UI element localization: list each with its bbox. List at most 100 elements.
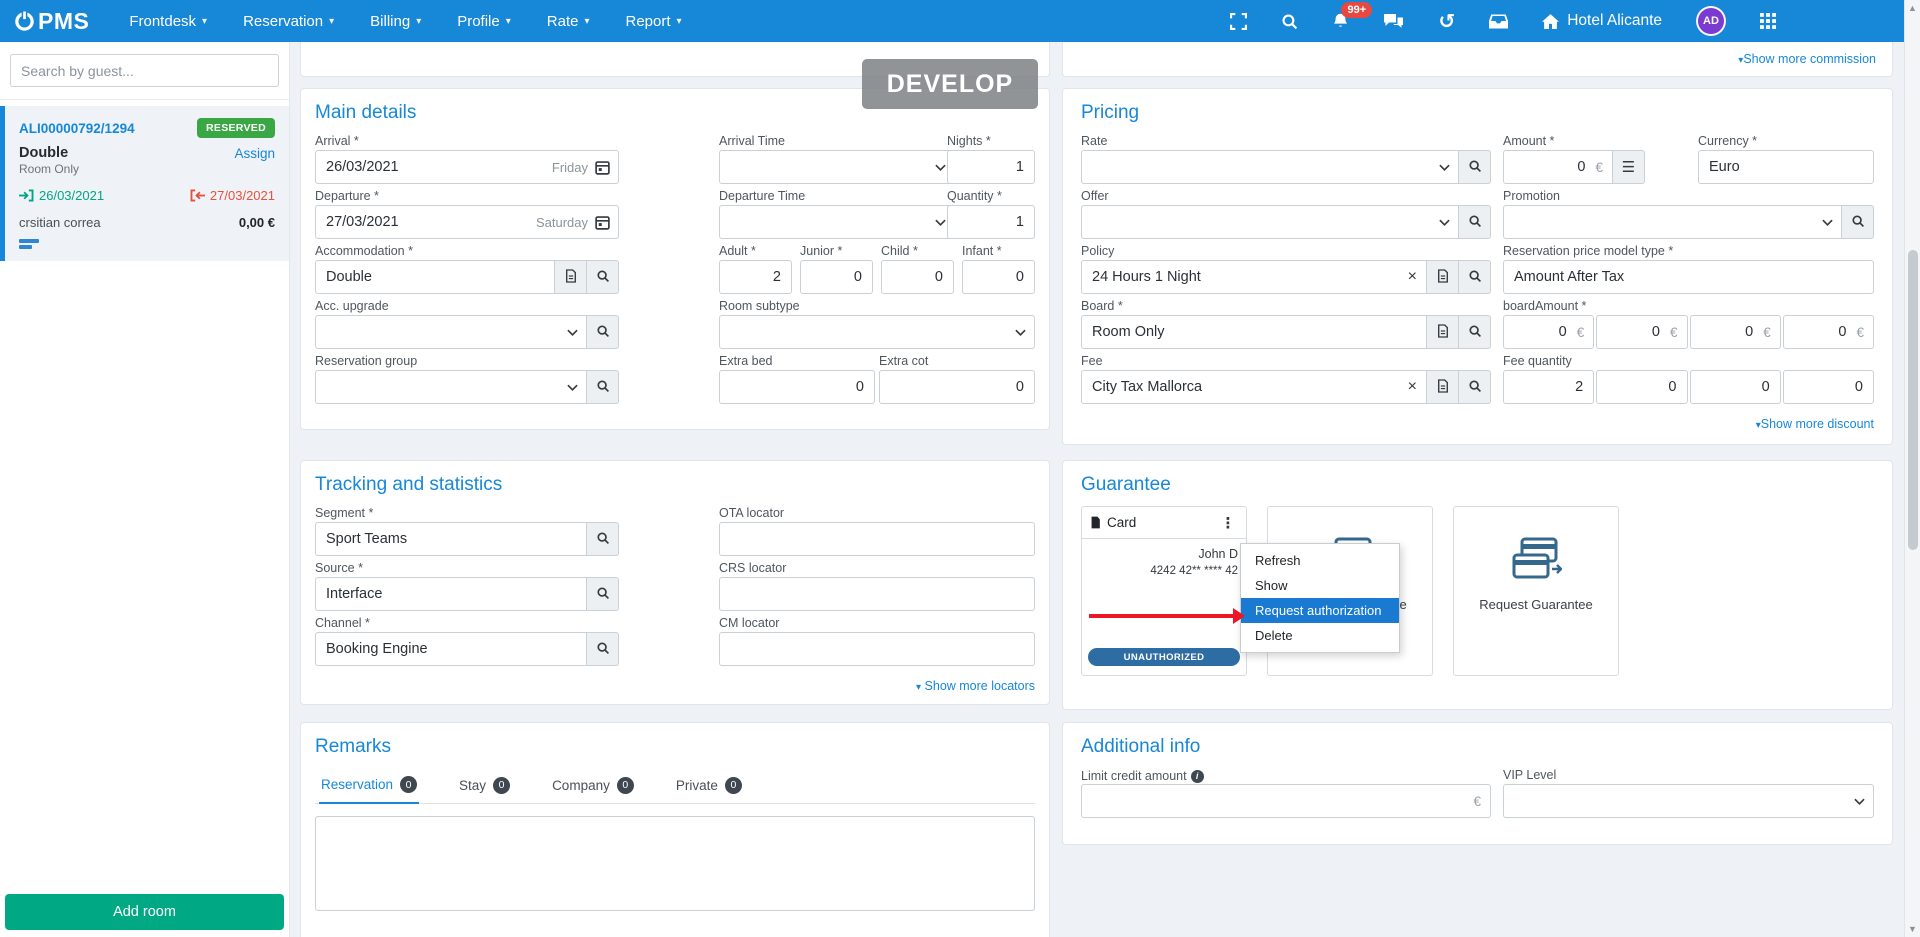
scroll-up-arrow-icon[interactable]: ▲ [1908,3,1917,13]
menu-frontdesk[interactable]: Frontdesk ▾ [129,12,208,30]
vip-level-select[interactable] [1503,784,1874,818]
amount-input[interactable]: 0 € [1503,150,1613,184]
calendar-icon[interactable] [595,215,618,230]
guest-search-input[interactable] [10,54,279,87]
fee-input[interactable]: City Tax Mallorca × [1081,370,1427,404]
source-input[interactable]: Interface [315,577,587,611]
notifications-bell-icon[interactable]: 99+ [1332,2,1373,30]
child-input[interactable]: 0 [881,260,954,294]
extra-bed-input[interactable]: 0 [719,370,875,404]
room-subtype-select[interactable] [719,315,1035,349]
reservation-id-link[interactable]: ALI00000792/1294 [19,120,135,136]
fullscreen-icon[interactable] [1230,12,1248,30]
offer-select[interactable] [1081,205,1459,239]
fee-details-button[interactable] [1427,370,1459,404]
fee-quantity-input-4[interactable]: 0 [1782,370,1874,404]
accommodation-input[interactable]: Double [315,260,555,294]
acc-upgrade-select[interactable] [315,315,587,349]
board-details-button[interactable] [1427,315,1459,349]
show-more-locators-link[interactable]: ▾ Show more locators [916,679,1035,693]
crs-locator-input[interactable] [719,577,1035,611]
board-amount-input-4[interactable]: 0 € [1782,315,1874,349]
policy-search-button[interactable] [1459,260,1491,294]
calendar-icon[interactable] [595,160,618,175]
nights-input[interactable]: 1 [947,150,1035,184]
arrival-date-input[interactable]: 26/03/2021 Friday [315,150,619,184]
window-scrollbar[interactable]: ▲ ▼ [1904,0,1920,937]
menu-item-show[interactable]: Show [1255,578,1288,593]
currency-input[interactable]: Euro [1698,150,1874,184]
apps-grid-icon[interactable] [1760,13,1776,29]
menu-item-refresh[interactable]: Refresh [1255,553,1301,568]
price-model-input[interactable]: Amount After Tax [1503,260,1874,294]
limit-credit-input[interactable]: € [1081,784,1491,818]
scroll-down-arrow-icon[interactable]: ▼ [1908,924,1917,934]
inbox-tray-icon[interactable] [1489,14,1509,29]
amount-breakdown-button[interactable]: ☰ [1613,150,1645,184]
remarks-textarea[interactable] [315,816,1035,911]
history-icon[interactable]: ↺ [1438,9,1456,33]
fee-search-button[interactable] [1459,370,1491,404]
info-icon[interactable]: i [1190,769,1204,783]
tab-reservation[interactable]: Reservation 0 [319,772,420,804]
adult-input[interactable]: 2 [719,260,792,294]
departure-date-input[interactable]: 27/03/2021 Saturday [315,205,619,239]
board-amount-input-3[interactable]: 0 € [1689,315,1781,349]
folio-icon[interactable] [19,239,39,249]
board-amount-input-1[interactable]: 0 € [1503,315,1595,349]
promotion-search-button[interactable] [1842,205,1874,239]
fee-quantity-input-1[interactable]: 2 [1503,370,1595,404]
scrollbar-thumb[interactable] [1908,250,1918,550]
departure-time-select[interactable] [719,205,955,239]
clear-icon[interactable]: × [1407,378,1417,395]
offer-search-button[interactable] [1459,205,1491,239]
menu-rate[interactable]: Rate ▾ [546,12,590,30]
promotion-select[interactable] [1503,205,1842,239]
board-amount-input-2[interactable]: 0 € [1596,315,1688,349]
fee-quantity-input-2[interactable]: 0 [1596,370,1688,404]
reservation-group-search-button[interactable] [587,370,619,404]
channel-input[interactable]: Booking Engine [315,632,587,666]
accommodation-search-button[interactable] [587,260,619,294]
menu-profile[interactable]: Profile ▾ [457,12,511,30]
rate-search-button[interactable] [1459,150,1491,184]
assign-link[interactable]: Assign [234,145,275,161]
infant-input[interactable]: 0 [962,260,1035,294]
segment-search-button[interactable] [587,522,619,556]
tab-private[interactable]: Private 0 [674,772,744,803]
search-icon[interactable] [1281,13,1298,30]
show-more-commission-link[interactable]: ▾Show more commission [1738,52,1876,66]
add-room-button[interactable]: Add room [5,894,284,930]
segment-input[interactable]: Sport Teams [315,522,587,556]
menu-report[interactable]: Report ▾ [625,12,682,30]
app-logo[interactable]: PMS [14,8,89,35]
source-search-button[interactable] [587,577,619,611]
quantity-input[interactable]: 1 [947,205,1035,239]
guarantee-card-tile[interactable]: Card ⋮ John D 4242 42** **** 42 UNAUTHOR… [1081,506,1247,676]
cm-locator-input[interactable] [719,632,1035,666]
board-search-button[interactable] [1459,315,1491,349]
menu-item-delete[interactable]: Delete [1255,628,1293,643]
menu-item-request-authorization[interactable]: Request authorization [1241,598,1399,623]
policy-details-button[interactable] [1427,260,1459,294]
policy-input[interactable]: 24 Hours 1 Night × [1081,260,1427,294]
hotel-selector[interactable]: Hotel Alicante [1542,12,1662,30]
request-guarantee-tile[interactable]: Request Guarantee [1453,506,1619,676]
card-menu-kebab-icon[interactable]: ⋮ [1220,513,1236,532]
extra-cot-input[interactable]: 0 [879,370,1035,404]
reservation-group-select[interactable] [315,370,587,404]
tab-company[interactable]: Company 0 [550,772,636,803]
reservation-card[interactable]: ALI00000792/1294 RESERVED Double Assign … [0,106,289,261]
clear-icon[interactable]: × [1407,268,1417,285]
menu-reservation[interactable]: Reservation ▾ [243,12,335,30]
junior-input[interactable]: 0 [800,260,873,294]
rate-select[interactable] [1081,150,1459,184]
accommodation-details-button[interactable] [555,260,587,294]
show-more-discount-link[interactable]: ▾Show more discount [1755,417,1874,431]
board-input[interactable]: Room Only [1081,315,1427,349]
messages-chat-icon[interactable] [1383,13,1404,30]
channel-search-button[interactable] [587,632,619,666]
fee-quantity-input-3[interactable]: 0 [1689,370,1781,404]
tab-stay[interactable]: Stay 0 [457,772,512,803]
menu-billing[interactable]: Billing ▾ [370,12,422,30]
